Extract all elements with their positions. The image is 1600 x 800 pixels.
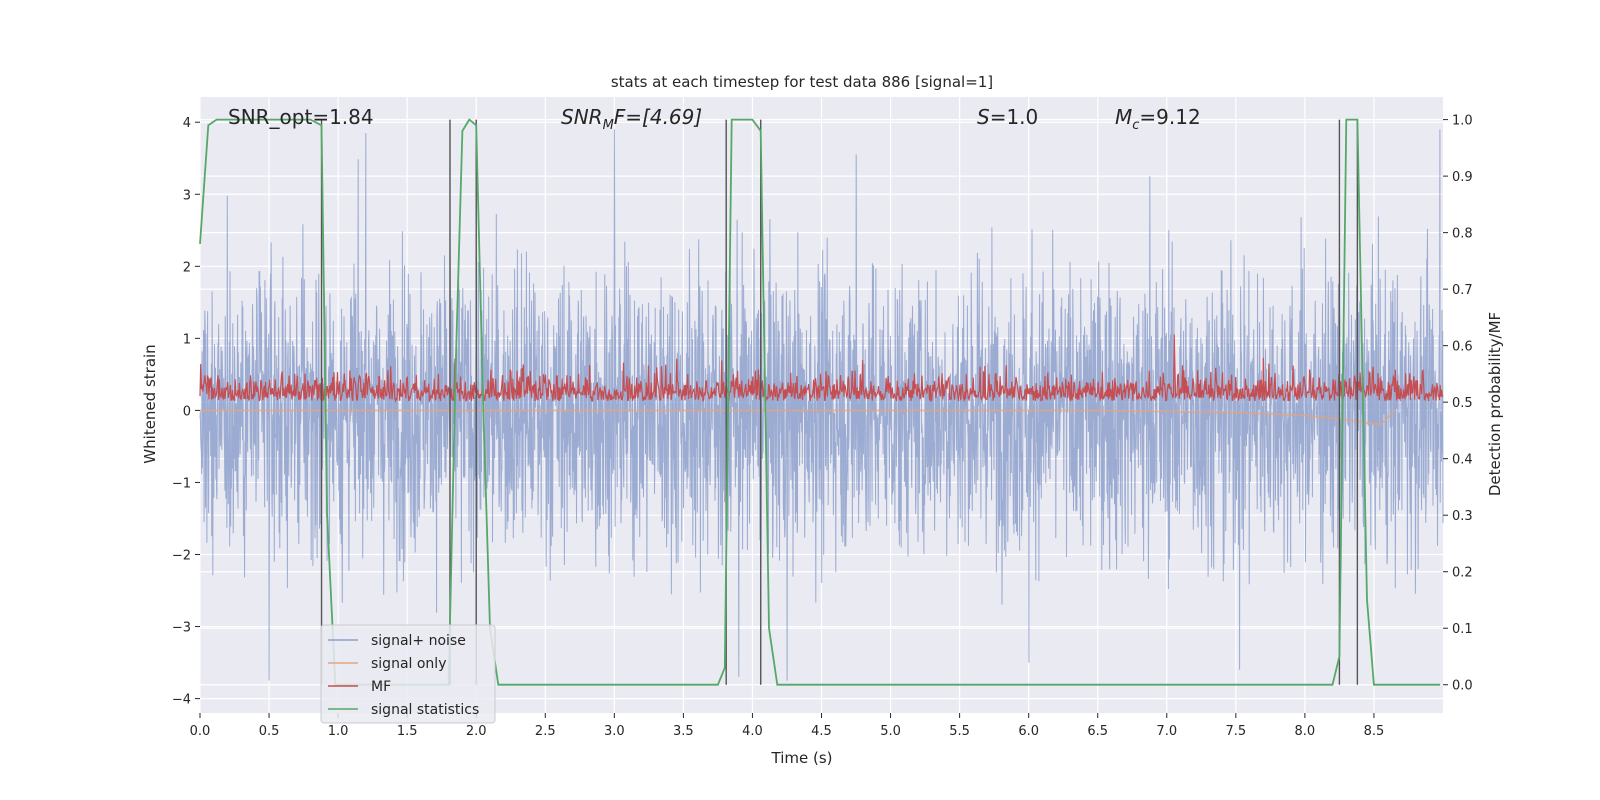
y-right-tick-label: 1.0 (1452, 114, 1473, 129)
x-tick-label: 3.5 (673, 724, 694, 739)
annotation-mc: Mc=9.12 (1115, 105, 1201, 133)
y-axis-left-label: Whitened strain (141, 344, 159, 463)
x-tick-label: 0.5 (259, 724, 280, 739)
x-tick-label: 3.0 (604, 724, 625, 739)
x-axis-label: Time (s) (771, 749, 833, 767)
chart-title: stats at each timestep for test data 886… (611, 73, 993, 91)
legend-label-signal-noise: signal+ noise (371, 633, 466, 649)
signal-noise-line (199, 129, 1444, 681)
legend-box (320, 624, 496, 724)
y-right-tick-label: 0.3 (1452, 509, 1473, 524)
y-axis-right-label: Detection probability/MF (1486, 312, 1504, 496)
y-right-tick-label: 0.8 (1452, 227, 1473, 242)
plot-area (199, 97, 1444, 713)
y-right-tick-label: 0.0 (1452, 679, 1473, 694)
y-right-tick-label: 0.7 (1452, 283, 1473, 298)
mf-line (199, 334, 1444, 403)
y-right-tick-label: 0.4 (1452, 453, 1473, 468)
x-tick-label: 5.0 (880, 724, 901, 739)
y-right-tick-label: 0.2 (1452, 566, 1473, 581)
x-axis-ticks: 0.0 0.5 1.0 1.5 2.0 2.5 3.0 3.5 4.0 4.5 5.0 5.5 6.0 6… (190, 713, 1385, 739)
x-tick-label: 0.0 (190, 724, 211, 739)
y-left-tick-label: −2 (172, 548, 191, 563)
x-tick-label: 4.5 (811, 724, 832, 739)
y-left-tick-label: 1 (183, 332, 191, 347)
x-tick-label: 5.5 (949, 724, 970, 739)
annotation-s: S=1.0 (977, 105, 1038, 129)
x-tick-label: 6.5 (1087, 724, 1108, 739)
legend: signal+ noise signal only MF signal stat… (320, 624, 496, 724)
annotation-snr-opt: SNR_opt=1.84 (228, 105, 374, 129)
series-mf (199, 334, 1444, 403)
x-tick-label: 7.0 (1156, 724, 1177, 739)
y-left-tick-label: 4 (183, 116, 191, 131)
y-left-tick-label: −3 (172, 621, 191, 636)
y-right-tick-label: 0.1 (1452, 622, 1473, 637)
x-tick-label: 7.5 (1225, 724, 1246, 739)
x-tick-label: 8.0 (1295, 724, 1316, 739)
y-axis-left-ticks: 4 3 2 1 0 −1 −2 −3 −4 (172, 116, 200, 708)
x-tick-label: 1.0 (328, 724, 349, 739)
signal-only-line (200, 409, 1396, 426)
y-right-tick-label: 0.9 (1452, 170, 1473, 185)
series-signal-only (200, 409, 1396, 426)
y-right-tick-label: 0.5 (1452, 396, 1473, 411)
y-left-tick-label: 2 (183, 260, 191, 275)
y-left-tick-label: 3 (183, 188, 191, 203)
legend-label-signal-statistics: signal statistics (371, 702, 479, 718)
x-tick-label: 2.5 (535, 724, 556, 739)
x-tick-label: 1.5 (397, 724, 418, 739)
legend-label-signal-only: signal only (371, 656, 446, 672)
x-tick-label: 4.0 (742, 724, 763, 739)
legend-label-mf: MF (371, 679, 391, 695)
y-left-tick-label: 0 (183, 404, 191, 419)
x-tick-label: 8.5 (1364, 724, 1385, 739)
y-left-tick-label: −4 (172, 693, 191, 708)
y-right-tick-label: 0.6 (1452, 340, 1473, 355)
y-axis-right-ticks: 1.0 0.9 0.8 0.7 0.6 0.5 0.4 0.3 0.2 0.1 0.0 (1443, 114, 1473, 694)
series-signal-noise (199, 129, 1444, 681)
annotation-snr-mf: SNRMF=[4.69] (561, 105, 702, 133)
x-tick-label: 6.0 (1018, 724, 1039, 739)
x-tick-label: 2.0 (466, 724, 487, 739)
y-left-tick-label: −1 (172, 476, 191, 491)
